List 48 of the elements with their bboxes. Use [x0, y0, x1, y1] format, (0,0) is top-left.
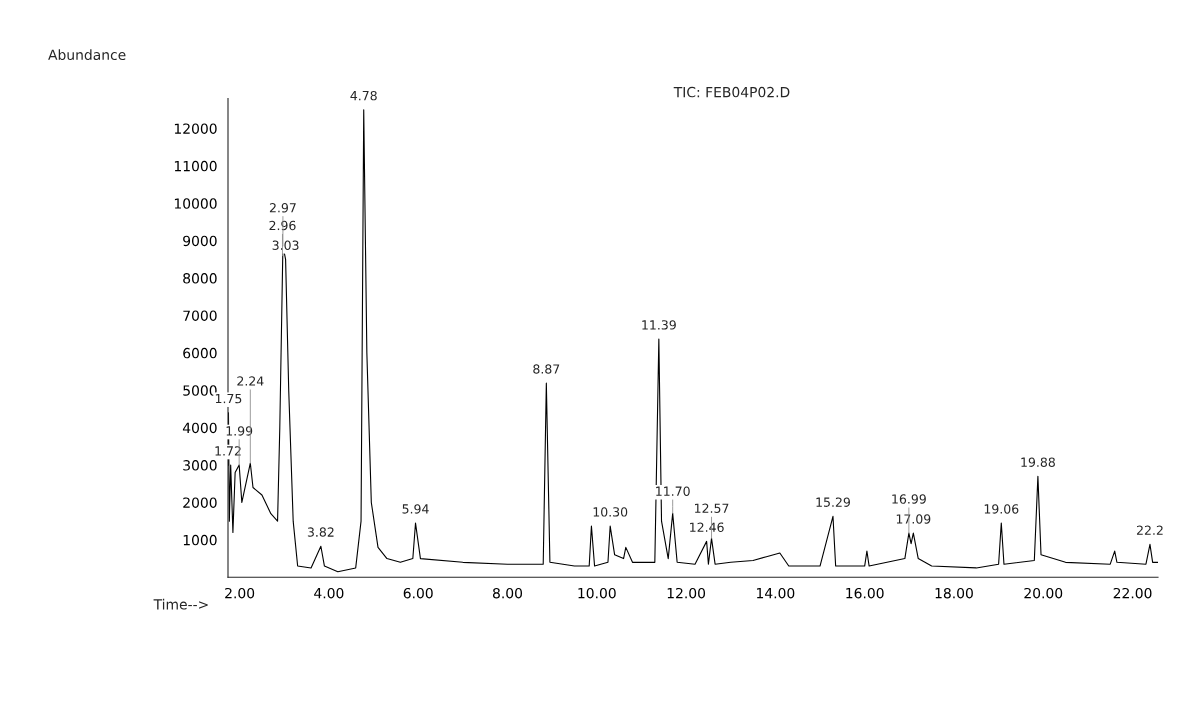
annotation: 19.88	[1021, 457, 1055, 467]
y-tick-label: 10000	[174, 198, 217, 209]
x-tick-label: 16.00	[846, 587, 884, 599]
y-tick-label: 7000	[183, 310, 217, 321]
annotation: 2.24	[237, 376, 264, 386]
annotation: 3.03	[272, 240, 299, 250]
annotation: 5.94	[402, 504, 429, 514]
y-tick-label: 1000	[183, 534, 217, 546]
y-tick-label: 4000	[182, 422, 217, 434]
annotation: 16.99	[892, 494, 926, 504]
annotation: 3.82	[307, 527, 334, 537]
annotation: 10.30	[593, 507, 628, 517]
annotation: 15.29	[816, 497, 850, 507]
annotation: 19.06	[984, 504, 1019, 514]
annotation: 4.78	[350, 90, 377, 101]
x-tick-label: 10.00	[578, 587, 616, 599]
x-tick-label: 8.00	[492, 587, 523, 599]
x-tick-label: 18.00	[935, 587, 973, 599]
x-tick-label: 20.00	[1024, 587, 1063, 599]
x-tick-label: 22.00	[1113, 587, 1152, 599]
y-tick-label: 8000	[183, 273, 217, 284]
y-tick-label: 12000	[174, 123, 217, 134]
y-tick-label: 11000	[174, 160, 217, 172]
annotation: 2.96	[269, 220, 296, 231]
chart-title: TIC: FEB04P02.D	[673, 86, 790, 98]
y-tick-label: 2000	[183, 497, 217, 508]
annotation: 22.2	[1136, 525, 1163, 535]
annotation: 8.87	[533, 364, 560, 374]
y-tick-label: 3000	[183, 460, 217, 471]
x-tick-label: 6.00	[403, 587, 433, 599]
annotation: 17.09	[896, 514, 931, 524]
x-axis-title: Time-->	[153, 598, 208, 610]
annotation: 11.70	[656, 486, 690, 496]
annotation: 1.72	[215, 446, 241, 456]
x-tick-label: 14.00	[757, 587, 795, 599]
y-axis-title: Abundance	[48, 49, 126, 61]
y-tick-label: 5000	[183, 385, 217, 396]
x-tick-label: 2.00	[225, 587, 255, 599]
annotation: 1.75	[215, 394, 242, 404]
annotation: 1.99	[226, 426, 253, 436]
y-tick-label: 9000	[183, 235, 217, 247]
x-tick-label: 12.00	[667, 587, 706, 599]
annotation: 12.57	[695, 503, 729, 513]
annotation: 12.46	[690, 522, 724, 532]
x-tick-label: 4.00	[314, 587, 344, 599]
annotation: 2.97	[269, 203, 296, 213]
y-tick-label: 6000	[183, 347, 217, 359]
annotation: 11.39	[642, 320, 676, 330]
